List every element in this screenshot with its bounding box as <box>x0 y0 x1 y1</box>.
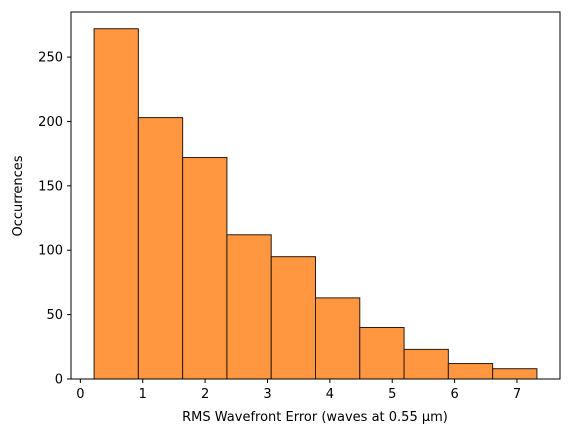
histogram-bar <box>93 28 139 380</box>
histogram-bar <box>226 234 272 380</box>
plot-frame <box>70 11 561 380</box>
histogram-bar <box>315 297 361 380</box>
histogram-bar <box>137 117 184 380</box>
histogram-bar <box>492 368 538 380</box>
histogram-bar <box>403 348 449 380</box>
histogram-bar <box>359 326 405 380</box>
x-tick-label: 4 <box>326 387 334 402</box>
x-tick-label: 7 <box>513 387 521 402</box>
y-tick-label: 200 <box>38 115 63 130</box>
x-axis-label: RMS Wavefront Error (waves at 0.55 µm) <box>182 410 448 425</box>
histogram-bars <box>93 28 538 380</box>
x-axis-ticks: 0 1 2 3 4 5 6 7 <box>76 379 521 402</box>
histogram-bar <box>447 363 494 380</box>
x-tick-label: 2 <box>201 387 209 402</box>
histogram-bar <box>270 256 317 380</box>
y-tick-label: 50 <box>46 308 63 323</box>
y-tick-label: 0 <box>55 373 63 388</box>
x-tick-label: 6 <box>450 387 458 402</box>
y-axis-ticks: 0 50 100 150 200 250 <box>38 51 71 388</box>
histogram-bar <box>182 157 228 380</box>
y-tick-label: 250 <box>38 51 63 66</box>
x-tick-label: 5 <box>388 387 396 402</box>
y-tick-label: 150 <box>38 179 63 194</box>
y-axis-label: Occurrences <box>11 155 26 236</box>
x-tick-label: 0 <box>76 387 84 402</box>
x-tick-label: 1 <box>139 387 147 402</box>
y-tick-label: 100 <box>38 244 63 259</box>
x-tick-label: 3 <box>263 387 271 402</box>
